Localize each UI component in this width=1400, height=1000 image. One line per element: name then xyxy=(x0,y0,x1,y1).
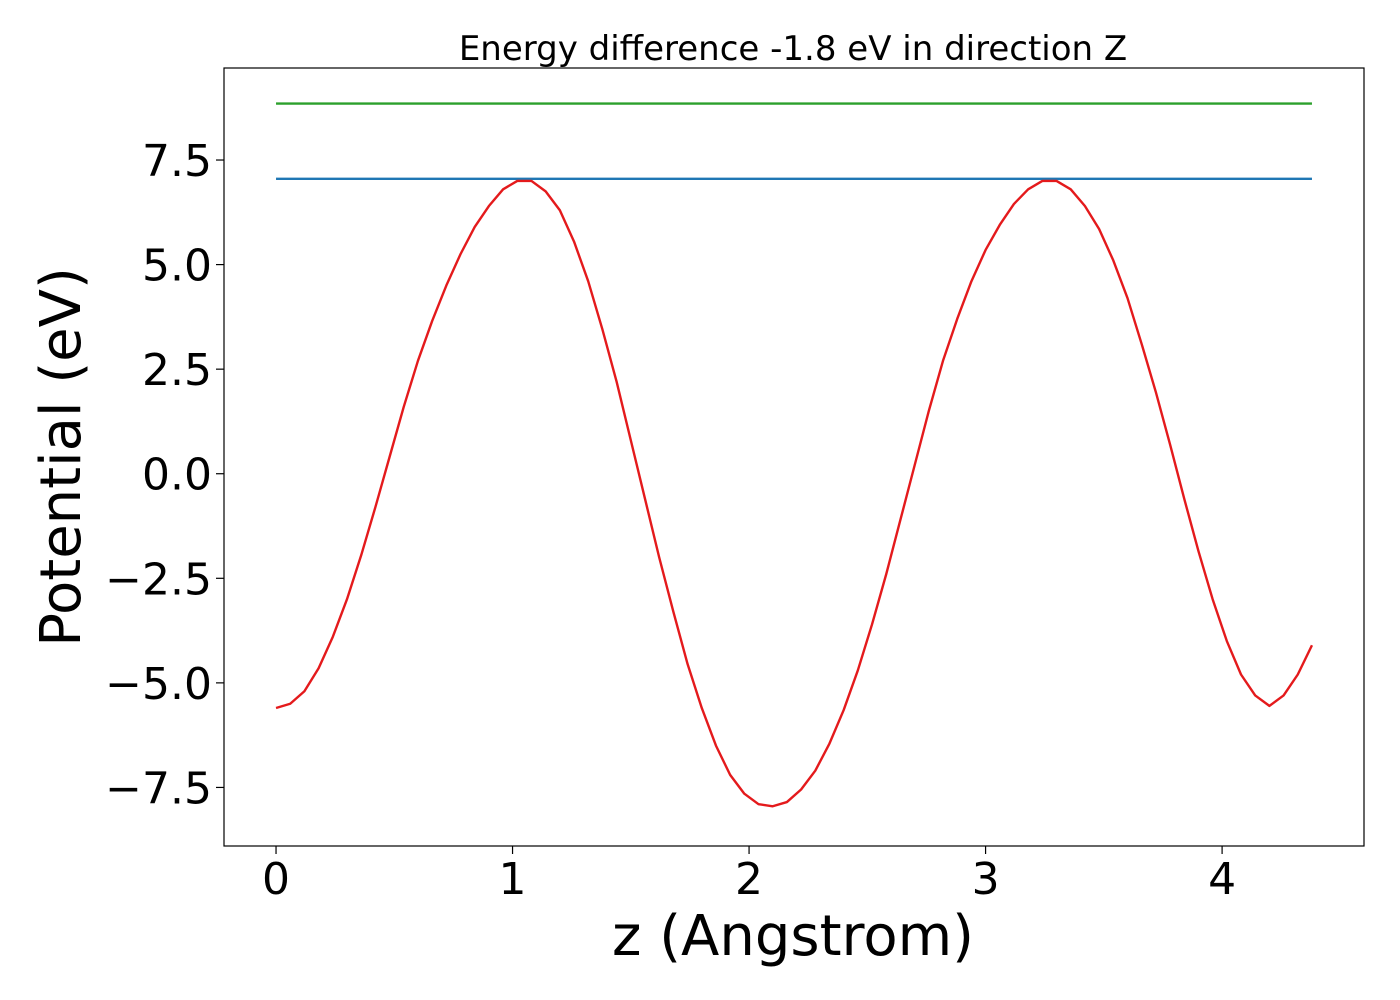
y-axis-label: Potential (eV) xyxy=(29,267,94,647)
x-tick-label: 2 xyxy=(735,854,763,905)
x-tick-label: 0 xyxy=(262,854,290,905)
chart-title: Energy difference -1.8 eV in direction Z xyxy=(459,29,1127,69)
y-tick-label: −2.5 xyxy=(105,554,212,605)
y-axis: −7.5 −5.0 −2.5 0.0 2.5 5.0 7.5 xyxy=(105,136,224,814)
y-tick-label: 7.5 xyxy=(142,136,212,187)
plot-frame xyxy=(223,67,1365,847)
y-tick-label: −7.5 xyxy=(105,763,212,814)
y-tick-label: 2.5 xyxy=(142,345,212,396)
x-tick-label: 4 xyxy=(1208,854,1236,905)
x-axis-label: z (Angstrom) xyxy=(612,904,974,969)
y-tick-label: −5.0 xyxy=(105,659,212,710)
x-tick-label: 3 xyxy=(972,854,1000,905)
y-tick-label: 5.0 xyxy=(142,241,212,292)
series-layer xyxy=(275,102,1314,808)
series-line-3 xyxy=(275,179,1314,808)
x-tick-label: 1 xyxy=(499,854,527,905)
x-axis: 0 1 2 3 4 xyxy=(262,846,1236,905)
y-tick-label: 0.0 xyxy=(142,450,212,501)
